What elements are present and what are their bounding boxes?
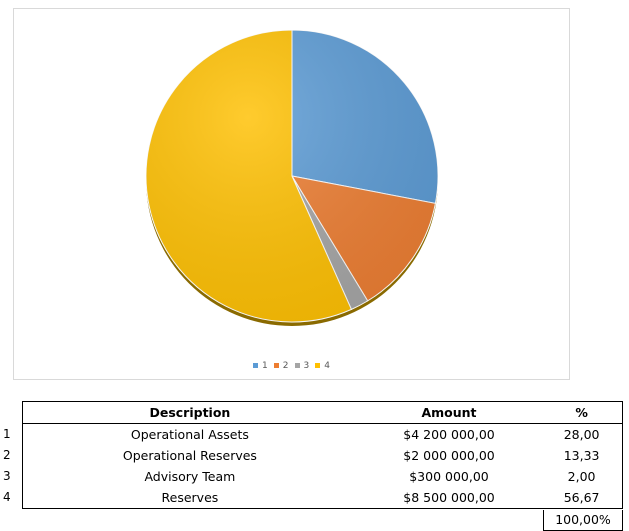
legend-label: 2 bbox=[282, 361, 289, 371]
header-description: Description bbox=[21, 401, 357, 424]
pie-slice-1 bbox=[291, 29, 439, 204]
legend: 1 2 3 4 bbox=[14, 361, 569, 371]
row-number: 1 bbox=[3, 427, 11, 441]
cell-amount: $8 500 000,00 bbox=[356, 487, 542, 509]
cell-amount: $300 000,00 bbox=[409, 469, 489, 484]
cell-amount: $4 200 000,00 bbox=[403, 427, 495, 442]
legend-swatch bbox=[253, 363, 259, 368]
legend-label: 1 bbox=[262, 361, 268, 371]
legend-item-3: 3 bbox=[294, 361, 310, 371]
legend-item-1: 1 bbox=[253, 361, 268, 371]
legend-swatch bbox=[273, 363, 279, 368]
table-header-row: Description Amount % bbox=[21, 401, 624, 424]
table-row: Advisory Team $300 000,00 2,00 bbox=[21, 466, 624, 487]
pie-chart bbox=[145, 29, 439, 326]
cell-percent: 28,00 bbox=[541, 423, 624, 445]
cell-description: Reserves bbox=[21, 487, 357, 509]
row-number: 2 bbox=[3, 448, 11, 462]
legend-item-4: 4 bbox=[315, 361, 330, 371]
legend-label: 3 bbox=[303, 361, 310, 371]
cell-percent: 13,33 bbox=[541, 445, 624, 466]
row-number: 4 bbox=[3, 490, 11, 504]
table-row: Operational Assets $4 200 000,00 28,00 bbox=[21, 423, 624, 445]
table-row: Operational Reserves $2 000 000,00 13,33 bbox=[21, 445, 624, 466]
cell-description: Advisory Team bbox=[21, 466, 357, 487]
header-percent: % bbox=[541, 401, 624, 424]
legend-item-2: 2 bbox=[273, 361, 289, 371]
header-amount: Amount bbox=[356, 401, 542, 424]
legend-swatch bbox=[315, 363, 321, 368]
total-percent: 100,00% bbox=[543, 510, 623, 531]
legend-label: 4 bbox=[324, 361, 330, 371]
cell-percent: 2,00 bbox=[541, 466, 624, 487]
allocation-table: Description Amount % Operational Assets … bbox=[21, 401, 624, 509]
cell-description: Operational Assets bbox=[21, 423, 357, 445]
row-number: 3 bbox=[3, 469, 11, 483]
chart-area: 1 2 3 4 bbox=[13, 8, 570, 380]
table-row: Reserves $8 500 000,00 56,67 bbox=[21, 487, 624, 509]
legend-swatch bbox=[294, 363, 300, 368]
cell-amount: $2 000 000,00 bbox=[403, 448, 495, 463]
cell-percent: 56,67 bbox=[541, 487, 624, 509]
cell-description: Operational Reserves bbox=[21, 445, 357, 466]
